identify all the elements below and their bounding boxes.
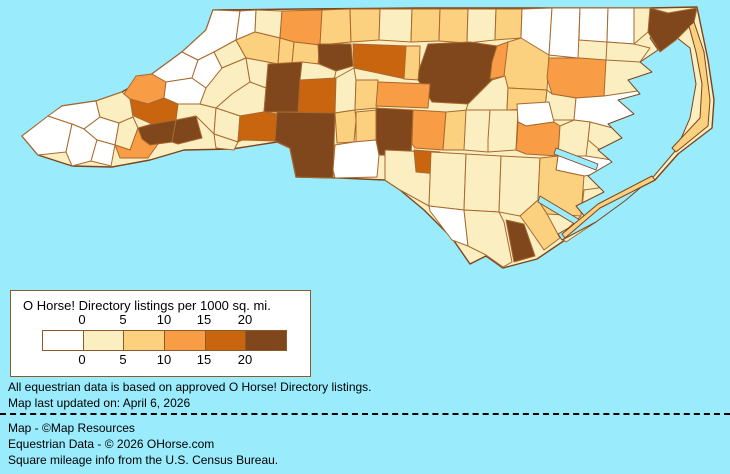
legend-tick-top-0: 0 bbox=[78, 312, 86, 327]
county bbox=[606, 7, 635, 45]
county-currituck bbox=[647, 7, 698, 53]
legend-tick-bottom-10: 10 bbox=[156, 352, 172, 367]
county bbox=[319, 8, 352, 46]
legend-swatch bbox=[245, 330, 288, 351]
county bbox=[297, 77, 337, 114]
legend-swatch bbox=[164, 330, 206, 351]
legend-swatch bbox=[42, 330, 84, 351]
county bbox=[90, 139, 116, 167]
legend-title: O Horse! Directory listings per 1000 sq.… bbox=[23, 298, 271, 313]
county bbox=[263, 61, 303, 113]
county bbox=[487, 109, 519, 153]
county bbox=[277, 37, 295, 65]
county bbox=[403, 45, 421, 81]
census-credit: Square mileage info from the U.S. Census… bbox=[8, 453, 279, 467]
river-water bbox=[553, 147, 599, 171]
county bbox=[332, 139, 380, 179]
dashed-separator bbox=[0, 413, 730, 415]
county bbox=[354, 79, 379, 111]
last-updated-note: Map last updated on: April 6, 2026 bbox=[8, 396, 191, 410]
legend-swatch bbox=[82, 330, 125, 351]
county bbox=[274, 111, 336, 179]
county bbox=[410, 8, 441, 43]
county bbox=[494, 8, 523, 41]
county bbox=[428, 205, 469, 247]
legend-swatch bbox=[204, 330, 247, 351]
equestrian-data-credit: Equestrian Data - © 2026 OHorse.com bbox=[8, 437, 215, 451]
county bbox=[378, 8, 413, 43]
county bbox=[349, 8, 381, 43]
legend-tick-top-5: 5 bbox=[119, 312, 127, 327]
county bbox=[213, 133, 239, 151]
outer-banks bbox=[561, 175, 656, 239]
data-disclaimer: All equestrian data is based on approved… bbox=[8, 380, 372, 394]
legend-tick-top-10: 10 bbox=[156, 312, 172, 327]
county bbox=[299, 61, 337, 81]
county bbox=[463, 209, 513, 268]
legend-swatch-strip bbox=[42, 330, 288, 351]
legend-swatch bbox=[123, 330, 166, 351]
county bbox=[489, 41, 509, 80]
county bbox=[355, 109, 378, 143]
county bbox=[411, 109, 447, 151]
map-credit: Map - ©Map Resources bbox=[8, 421, 135, 435]
county bbox=[515, 121, 561, 157]
county bbox=[463, 109, 491, 153]
legend-tick-bottom-15: 15 bbox=[196, 352, 212, 367]
outer-banks bbox=[671, 21, 711, 153]
county bbox=[291, 41, 321, 65]
county bbox=[375, 81, 431, 109]
county bbox=[578, 7, 609, 43]
county bbox=[505, 219, 536, 263]
legend-tick-top-20: 20 bbox=[237, 312, 253, 327]
sound-water bbox=[557, 25, 697, 241]
county bbox=[375, 107, 414, 157]
county bbox=[237, 111, 278, 143]
legend-tick-bottom-0: 0 bbox=[78, 352, 86, 367]
county bbox=[466, 8, 497, 44]
county bbox=[463, 153, 502, 213]
legend-box: O Horse! Directory listings per 1000 sq.… bbox=[10, 290, 311, 377]
county bbox=[519, 199, 561, 251]
county bbox=[317, 43, 354, 72]
legend-tick-top-15: 15 bbox=[196, 312, 212, 327]
county bbox=[438, 8, 469, 44]
county bbox=[546, 57, 607, 99]
county bbox=[605, 41, 651, 63]
legend-tick-bottom-5: 5 bbox=[119, 352, 127, 367]
county bbox=[548, 7, 581, 59]
county bbox=[428, 151, 467, 211]
legend-tick-bottom-20: 20 bbox=[237, 352, 253, 367]
county bbox=[334, 109, 357, 144]
